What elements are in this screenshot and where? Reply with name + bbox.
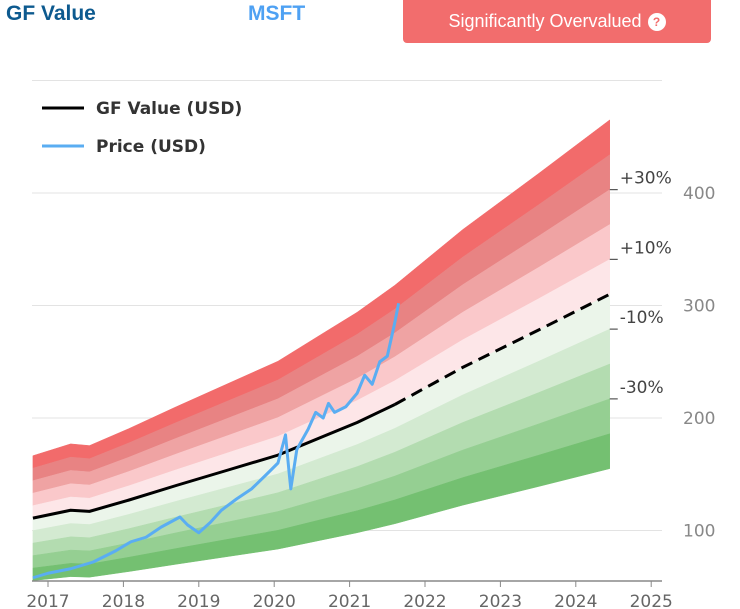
x-tick-label: 2018 [102,592,145,609]
valuation-band [32,433,610,581]
x-tick-label: 2020 [253,592,296,609]
band-label: -30% [620,378,664,398]
x-tick-label: 2022 [403,592,446,609]
x-tick-label: 2017 [26,592,69,609]
legend-label: Price (USD) [96,137,206,157]
x-tick-label: 2024 [554,592,597,609]
band-label: -10% [620,308,664,328]
y-tick-label: 400 [683,184,715,204]
band-label: +30% [620,169,672,189]
x-tick-label: 2025 [630,592,673,609]
gf-value-projection-line [394,292,611,406]
valuation-status-badge[interactable]: Significantly Overvalued ? [403,0,711,43]
gf-value-line [32,403,396,520]
band-label: +10% [620,238,672,258]
ticker-symbol: MSFT [248,2,306,25]
y-tick-label: 300 [683,297,715,317]
y-tick-label: 100 [683,522,715,542]
x-tick-label: 2019 [177,592,220,609]
y-tick-label: 200 [683,409,715,429]
legend-label: GF Value (USD) [96,99,242,119]
status-label: Significantly Overvalued [448,11,642,31]
question-circle-icon[interactable]: ? [647,12,666,31]
page-title: GF Value [6,2,96,25]
x-tick-label: 2023 [479,592,522,609]
x-tick-label: 2021 [328,592,371,609]
price-line [32,302,401,580]
